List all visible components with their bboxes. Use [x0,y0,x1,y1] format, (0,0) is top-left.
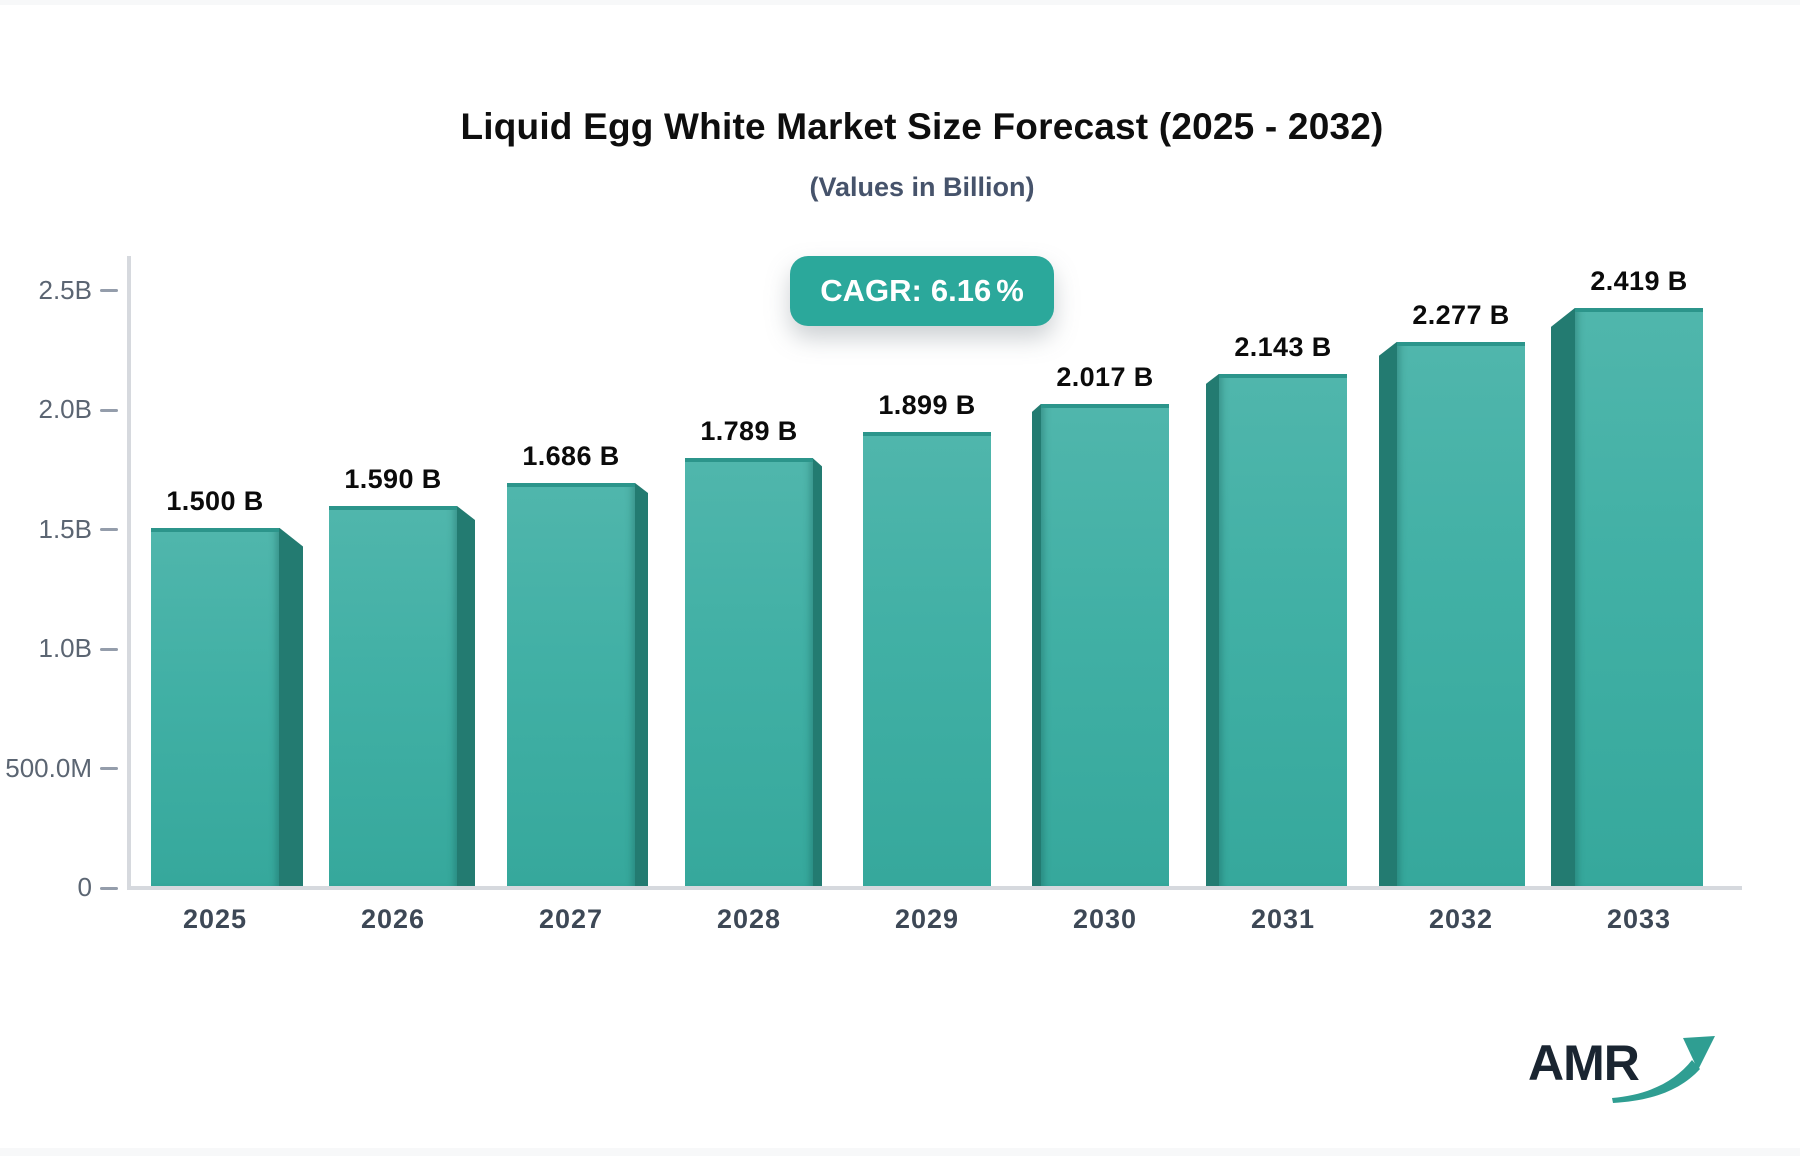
x-axis-label-2031: 2031 [1250,904,1316,934]
bar-value-label-2033: 2.419 B [1590,265,1688,296]
bar-3d-side-2028 [813,458,822,886]
x-axis-label-2032: 2032 [1428,904,1494,934]
x-axis-label-2033: 2033 [1606,904,1672,934]
bar-2030 [1041,403,1169,886]
y-axis-tick [100,289,118,292]
bar-top-edge [1041,403,1169,408]
cagr-label: CAGR: [820,273,922,308]
bar-2026 [329,505,457,886]
bar-2028 [685,458,813,886]
bar-value-label-2028: 1.789 B [700,416,798,447]
bar-top-edge [329,505,457,510]
bar-value-label-2026: 1.590 B [344,463,442,494]
bar-2033 [1575,307,1703,886]
bar-value-label-2030: 2.017 B [1056,361,1154,392]
bar-3d-side-2033 [1551,307,1575,886]
bar-3d-side-2027 [635,483,648,886]
y-axis-line [127,256,131,888]
y-axis-label: 2.0B [38,394,93,424]
bar-3d-side-2025 [279,527,303,886]
bar-value-label-2027: 1.686 B [522,441,620,472]
bar-value-label-2029: 1.899 B [878,390,976,421]
bar-3d-side-2031 [1206,373,1219,886]
growth-arrow-icon [1612,1036,1715,1103]
y-axis-label: 1.5B [38,513,93,544]
bar-2032 [1397,341,1525,886]
y-axis-label: 2.5B [38,274,93,305]
bar-top-edge [1397,341,1525,346]
amr-logo-text: AMR [1528,1035,1640,1091]
bar-2027 [507,483,635,886]
bar-2025 [151,527,279,886]
amr-logo: AMR [1528,1030,1718,1120]
bottom-edge-strip [0,1148,1800,1156]
bar-top-edge [685,458,813,463]
bar-top-edge [1219,373,1347,378]
bar-2029 [863,432,991,886]
y-axis-tick [100,767,118,770]
bar-3d-side-2030 [1032,403,1041,886]
bar-value-label-2031: 2.143 B [1234,331,1332,362]
y-axis-tick [100,408,118,412]
chart-subtitle: (Values in Billion) [809,172,1035,202]
y-axis-tick [100,647,118,651]
cagr-value: 6.16 [930,273,992,308]
bar-2031 [1219,373,1347,886]
x-axis-label-2026: 2026 [360,904,426,934]
y-axis-label: 1.0B [38,633,93,663]
x-axis-label-2030: 2030 [1072,904,1138,934]
y-axis-label: 500.0M [5,752,92,783]
bar-value-label-2032: 2.277 B [1412,299,1510,330]
y-axis-tick [100,528,118,531]
x-axis-label-2025: 2025 [182,904,248,934]
bar-value-label-2025: 1.500 B [166,485,264,516]
cagr-percent-sign: % [996,273,1024,308]
y-axis-tick [100,886,118,890]
x-axis-label-2029: 2029 [894,904,960,934]
y-axis-label: 0 [77,872,92,902]
top-edge-strip [0,0,1800,5]
x-axis-baseline [127,886,1742,890]
bar-top-edge [863,432,991,437]
x-axis-label-2027: 2027 [538,904,604,934]
x-axis-label-2028: 2028 [716,904,782,934]
chart-title: Liquid Egg White Market Size Forecast (2… [460,106,1384,147]
bar-top-edge [507,483,635,488]
bar-top-edge [1575,307,1703,312]
bar-3d-side-2026 [457,505,475,886]
cagr-badge: CAGR: 6.16% [790,256,1054,326]
bar-top-edge [151,527,279,532]
bar-3d-side-2032 [1379,341,1397,886]
